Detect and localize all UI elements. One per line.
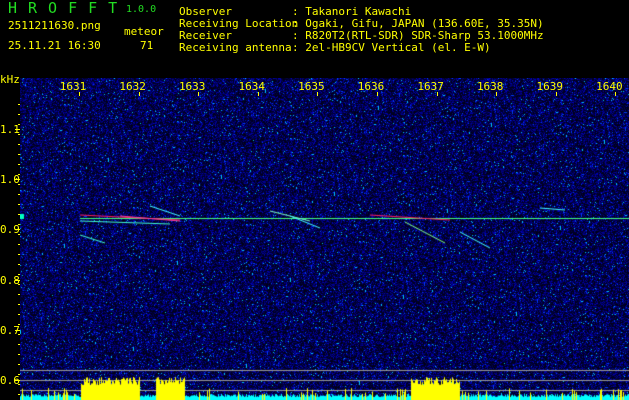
y-minor-tick	[18, 284, 20, 285]
y-minor-tick	[18, 354, 20, 355]
y-tick-label: 0.9	[0, 223, 20, 237]
y-minor-tick	[18, 234, 20, 235]
y-tick	[15, 129, 20, 130]
y-tick-label: 1.1	[0, 123, 20, 136]
y-tick	[15, 279, 20, 281]
info-label-receiver: Receiver	[179, 29, 232, 42]
meteor-label: meteor	[124, 25, 164, 38]
x-tick-label: 1639	[536, 80, 564, 93]
date-time: 25.11.21 16:30	[8, 39, 101, 52]
x-tick	[79, 92, 80, 96]
x-tick	[377, 92, 378, 96]
y-minor-tick	[18, 224, 20, 225]
info-value-antenna: : 2el-HB9CV Vertical (el. E-W)	[292, 41, 491, 54]
y-tick	[15, 380, 20, 381]
y-tick-label: 0.8	[0, 273, 20, 287]
y-tick-label: 1.0	[0, 173, 20, 187]
y-minor-tick	[18, 294, 20, 295]
y-minor-tick	[18, 264, 20, 265]
y-minor-tick	[18, 164, 20, 165]
y-minor-tick	[18, 134, 20, 135]
meteor-count: 71	[140, 39, 154, 52]
x-tick	[615, 92, 617, 96]
info-value-location: : Ogaki, Gifu, JAPAN (136.60E, 35.35N)	[292, 17, 544, 30]
y-minor-tick	[18, 274, 20, 275]
y-tick	[15, 179, 20, 181]
y-minor-tick	[18, 304, 20, 305]
app-title: HROFFT	[8, 0, 129, 17]
info-value-receiver: : R820T2(RTL-SDR) SDR-Sharp 53.1000MHz	[292, 29, 544, 42]
y-minor-tick	[18, 154, 20, 155]
y-tick	[15, 229, 20, 231]
x-tick-label: 1637	[417, 80, 444, 93]
y-tick	[15, 329, 20, 331]
y-minor-tick	[18, 194, 20, 195]
x-tick-label: 1638	[476, 80, 504, 93]
x-tick-label: 1631	[59, 80, 87, 93]
x-tick-label: 1636	[357, 80, 385, 93]
y-minor-tick	[18, 204, 20, 205]
y-minor-tick	[18, 214, 20, 215]
x-tick	[436, 92, 438, 96]
y-minor-tick	[18, 364, 20, 365]
y-tick-label: 0.7	[0, 323, 20, 337]
y-minor-tick	[18, 114, 20, 115]
x-tick-label: 1635	[298, 80, 325, 93]
y-minor-tick	[18, 244, 20, 245]
y-minor-tick	[18, 344, 20, 345]
y-minor-tick	[18, 314, 20, 315]
y-minor-tick	[18, 144, 20, 145]
x-tick	[138, 92, 140, 96]
y-minor-tick	[18, 184, 20, 185]
y-axis-unit: kHz	[0, 73, 20, 86]
info-label-location: Receiving Location	[179, 17, 299, 30]
x-tick	[555, 92, 557, 96]
y-minor-tick	[18, 384, 20, 385]
spectrogram-waterfall	[20, 78, 629, 400]
y-minor-tick	[18, 124, 20, 125]
x-tick	[496, 92, 498, 96]
app-version: 1.0.0	[126, 4, 157, 15]
x-tick-label: 1633	[178, 80, 206, 93]
y-minor-tick	[18, 394, 20, 395]
x-tick-label: 1632	[119, 80, 146, 93]
y-minor-tick	[18, 254, 20, 255]
file-name: 2511211630.png	[8, 19, 101, 32]
y-minor-tick	[18, 374, 20, 375]
x-tick-label: 1634	[238, 80, 266, 93]
y-minor-tick	[18, 334, 20, 335]
y-tick-label: 0.6	[0, 374, 20, 387]
info-value-observer: : Takanori Kawachi	[292, 5, 412, 18]
info-label-antenna: Receiving antenna	[179, 41, 292, 54]
y-minor-tick	[18, 104, 20, 105]
x-tick	[317, 92, 319, 96]
x-tick	[257, 92, 259, 96]
x-tick	[198, 92, 200, 96]
info-label-observer: Observer	[179, 5, 232, 18]
y-minor-tick	[18, 174, 20, 175]
y-minor-tick	[18, 324, 20, 325]
x-tick-label: 1640	[596, 80, 623, 93]
